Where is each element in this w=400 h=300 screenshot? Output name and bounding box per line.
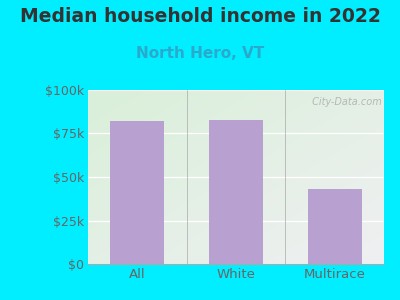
Bar [110, 121, 164, 264]
Text: North Hero, VT: North Hero, VT [136, 46, 264, 62]
Bar [308, 189, 362, 264]
Text: City-Data.com: City-Data.com [309, 97, 382, 107]
Text: Median household income in 2022: Median household income in 2022 [20, 8, 380, 26]
Bar [209, 120, 263, 264]
